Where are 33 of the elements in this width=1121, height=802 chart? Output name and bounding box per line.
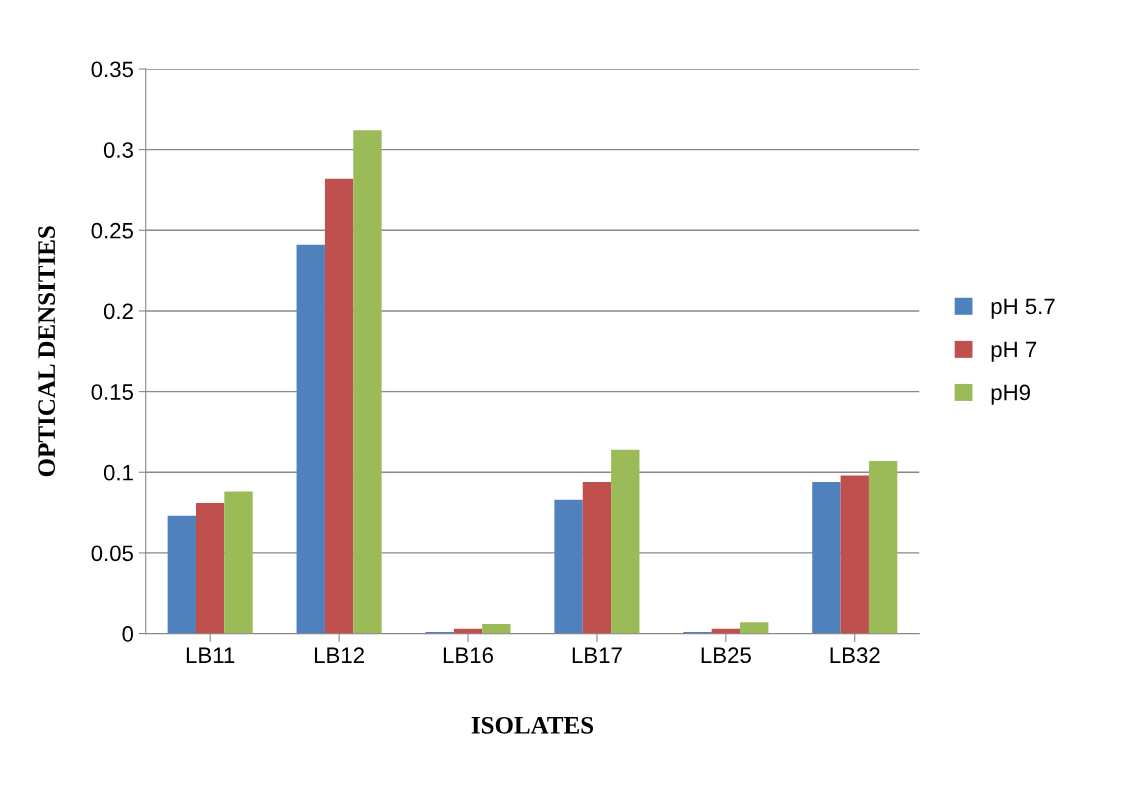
y-tick-label: 0.3 — [103, 142, 133, 158]
y-tick-label: 0 — [122, 626, 134, 642]
bar — [582, 481, 612, 634]
y-tick-label: 0.2 — [103, 303, 133, 320]
bar — [224, 491, 253, 634]
bar — [196, 502, 225, 634]
bar — [324, 178, 354, 634]
bar — [868, 460, 898, 634]
x-tick-label: LB17 — [572, 647, 622, 663]
y-tick-label: 0.35 — [91, 61, 133, 78]
bar — [611, 449, 640, 634]
bar — [812, 481, 841, 634]
x-tick-label: LB11 — [186, 647, 235, 663]
y-axis-title: OPTICAL DENSITIES — [38, 226, 56, 477]
x-tick-label: LB32 — [830, 647, 880, 664]
x-axis-title: ISOLATES — [471, 716, 594, 734]
bar — [167, 515, 197, 634]
y-tick-label: 0.15 — [91, 384, 133, 400]
bar — [296, 244, 325, 634]
bar — [554, 499, 583, 634]
y-tick-label: 0.1 — [103, 464, 133, 481]
legend-label: pH 7 — [991, 341, 1037, 362]
legend-label: pH 5.7 — [991, 298, 1055, 319]
bar — [840, 475, 869, 634]
x-tick-label: LB25 — [701, 647, 751, 664]
y-tick-label: 0.25 — [91, 222, 133, 239]
bar — [353, 130, 382, 634]
x-tick-label: LB12 — [314, 647, 364, 663]
x-tick-label: LB16 — [443, 647, 493, 664]
bar — [482, 623, 511, 634]
bar — [740, 622, 769, 634]
legend-label: pH9 — [991, 384, 1030, 405]
y-tick-label: 0.05 — [91, 545, 133, 562]
